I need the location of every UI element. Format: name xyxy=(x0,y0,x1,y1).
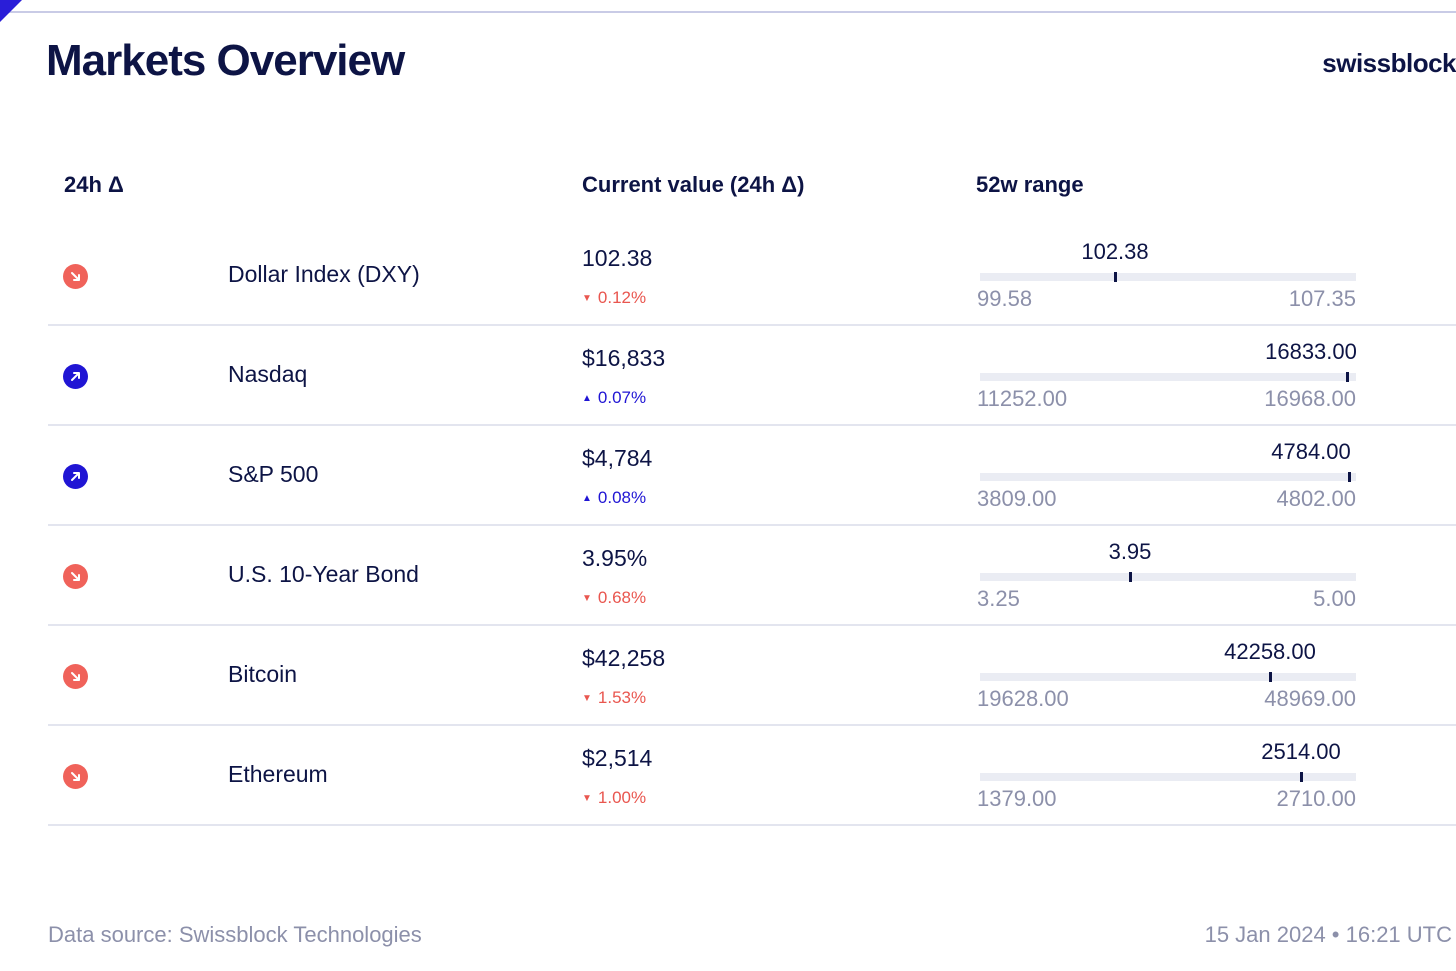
data-source-note: Data source: Swissblock Technologies xyxy=(48,922,422,947)
range-min-label: 3809.00 xyxy=(977,486,1057,511)
range-marker xyxy=(1129,572,1132,582)
range-current-label: 16833.00 xyxy=(1265,339,1357,364)
change-percent: ▲ 0.08% xyxy=(582,488,646,508)
timestamp: 15 Jan 2024 • 16:21 UTC xyxy=(1204,922,1452,947)
triangle-down-icon: ▼ xyxy=(582,592,592,604)
change-percent: ▼ 0.12% xyxy=(582,288,646,308)
range-track xyxy=(980,273,1356,281)
asset-name: Ethereum xyxy=(228,761,328,787)
range-marker xyxy=(1269,672,1272,682)
arrow-down-right-icon xyxy=(63,664,88,689)
change-value: 0.07% xyxy=(597,388,647,407)
triangle-up-icon: ▲ xyxy=(582,392,592,404)
arrow-up-right-icon xyxy=(63,364,88,389)
table-row[interactable]: Bitcoin $42,258 ▼ 1.53% 42258.00 19628.0… xyxy=(0,626,1456,726)
range-min-label: 99.58 xyxy=(977,286,1033,311)
page-title: Markets Overview xyxy=(46,36,405,85)
current-value: $16,833 xyxy=(582,345,666,371)
range-current-label: 2514.00 xyxy=(1261,739,1341,764)
range-current-label: 4784.00 xyxy=(1271,439,1351,464)
change-percent: ▲ 0.07% xyxy=(582,388,646,408)
range-min-label: 3.25 xyxy=(977,586,1020,611)
range-marker xyxy=(1348,472,1351,482)
table-row[interactable]: U.S. 10-Year Bond 3.95% ▼ 0.68% 3.95 3.2… xyxy=(0,526,1456,626)
asset-name: U.S. 10-Year Bond xyxy=(228,561,419,587)
range-bar: 16833.00 11252.00 16968.00 xyxy=(977,326,1357,426)
current-value: 3.95% xyxy=(582,545,648,571)
table-row[interactable]: Ethereum $2,514 ▼ 1.00% 2514.00 1379.00 … xyxy=(0,726,1456,826)
range-bar: 2514.00 1379.00 2710.00 xyxy=(977,726,1356,826)
range-bar: 42258.00 19628.00 48969.00 xyxy=(977,626,1356,726)
row-divider xyxy=(48,424,1456,426)
change-value: 0.08% xyxy=(597,488,647,507)
range-bar: 4784.00 3809.00 4802.00 xyxy=(977,426,1356,526)
triangle-down-icon: ▼ xyxy=(582,692,592,704)
asset-name: Dollar Index (DXY) xyxy=(228,261,420,287)
range-track xyxy=(980,573,1356,581)
row-divider xyxy=(48,524,1456,526)
range-max-label: 4802.00 xyxy=(1276,486,1356,511)
range-track xyxy=(980,373,1356,381)
brand-logo: swissblock xyxy=(1322,48,1456,78)
table-row[interactable]: Dollar Index (DXY) 102.38 ▼ 0.12% 102.38… xyxy=(0,226,1456,326)
range-min-label: 19628.00 xyxy=(977,686,1069,711)
change-percent: ▼ 1.53% xyxy=(582,688,646,708)
table-row[interactable]: S&P 500 $4,784 ▲ 0.08% 4784.00 3809.00 4… xyxy=(0,426,1456,526)
arrow-up-right-icon xyxy=(63,464,88,489)
column-header-current-value: Current value (24h Δ) xyxy=(582,172,805,197)
asset-name: Bitcoin xyxy=(228,661,298,687)
range-current-label: 3.95 xyxy=(1108,539,1152,564)
asset-name: Nasdaq xyxy=(228,361,308,387)
asset-name: S&P 500 xyxy=(228,461,319,487)
range-current-label: 42258.00 xyxy=(1224,639,1316,664)
triangle-down-icon: ▼ xyxy=(582,792,592,804)
range-marker xyxy=(1300,772,1303,782)
change-value: 0.12% xyxy=(597,288,647,307)
row-divider xyxy=(48,724,1456,726)
range-max-label: 16968.00 xyxy=(1264,386,1356,411)
range-max-label: 5.00 xyxy=(1313,586,1356,611)
top-divider xyxy=(0,11,1456,13)
triangle-up-icon: ▲ xyxy=(582,492,592,504)
range-track xyxy=(980,773,1356,781)
triangle-down-icon: ▼ xyxy=(582,292,592,304)
range-marker xyxy=(1346,372,1349,382)
row-divider xyxy=(48,824,1456,826)
range-track xyxy=(980,673,1356,681)
arrow-down-right-icon xyxy=(63,264,88,289)
column-header-change: 24h Δ xyxy=(64,172,124,197)
range-max-label: 107.35 xyxy=(1288,286,1356,311)
change-value: 0.68% xyxy=(597,588,647,607)
range-current-label: 102.38 xyxy=(1081,239,1149,264)
range-min-label: 11252.00 xyxy=(977,386,1068,411)
change-percent: ▼ 1.00% xyxy=(582,788,646,808)
markets-table: Dollar Index (DXY) 102.38 ▼ 0.12% 102.38… xyxy=(0,226,1456,826)
range-marker xyxy=(1114,272,1117,282)
row-divider xyxy=(48,324,1456,326)
range-max-label: 2710.00 xyxy=(1276,786,1356,811)
change-percent: ▼ 0.68% xyxy=(582,588,646,608)
table-row[interactable]: Nasdaq $16,833 ▲ 0.07% 16833.00 11252.00… xyxy=(0,326,1456,426)
change-value: 1.53% xyxy=(597,688,647,707)
column-header-range: 52w range xyxy=(976,172,1084,197)
row-divider xyxy=(48,624,1456,626)
change-value: 1.00% xyxy=(597,788,647,807)
arrow-down-right-icon xyxy=(63,564,88,589)
corner-accent xyxy=(0,0,22,22)
arrow-down-right-icon xyxy=(63,764,88,789)
range-bar: 102.38 99.58 107.35 xyxy=(977,226,1356,326)
current-value: $4,784 xyxy=(582,445,653,471)
current-value: 102.38 xyxy=(582,245,653,271)
range-bar: 3.95 3.25 5.00 xyxy=(977,526,1356,626)
range-track xyxy=(980,473,1356,481)
range-min-label: 1379.00 xyxy=(977,786,1057,811)
range-max-label: 48969.00 xyxy=(1264,686,1356,711)
current-value: $42,258 xyxy=(582,645,666,671)
current-value: $2,514 xyxy=(582,745,653,771)
